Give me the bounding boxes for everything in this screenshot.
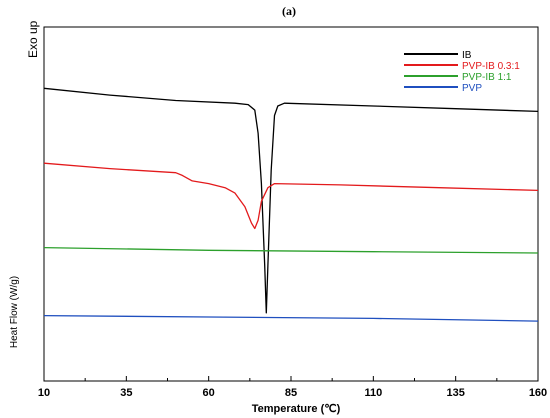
series-line-pvp-ib-1-1: [43, 246, 539, 254]
exo-up-annotation: Exo up: [26, 20, 40, 58]
x-tick-label: 110: [364, 387, 382, 399]
legend-label-pvp: PVP: [462, 83, 482, 94]
series-line-pvp-ib-0-3-1: [43, 162, 539, 230]
legend-label-ib: IB: [462, 50, 472, 61]
x-axis-ticks: 10 35 60 85 110 135 160: [38, 376, 547, 399]
series-group: [43, 87, 539, 322]
series-line-pvp: [43, 314, 539, 322]
x-tick-label: 60: [203, 387, 215, 399]
x-tick-label: 160: [529, 387, 547, 399]
y-axis-label: Heat Flow (W/g): [9, 276, 20, 348]
panel-label: (a): [282, 4, 296, 18]
x-tick-label: 35: [120, 387, 132, 399]
x-axis-label: Temperature (℃): [252, 403, 341, 415]
x-tick-label: 10: [38, 387, 50, 399]
x-tick-label: 85: [285, 387, 297, 399]
legend-label-pvp-ib-0-3-1: PVP-IB 0.3:1: [462, 61, 520, 72]
series-line-ib: [43, 87, 539, 314]
legend-label-pvp-ib-1-1: PVP-IB 1:1: [462, 72, 512, 83]
x-tick-label: 135: [446, 387, 464, 399]
